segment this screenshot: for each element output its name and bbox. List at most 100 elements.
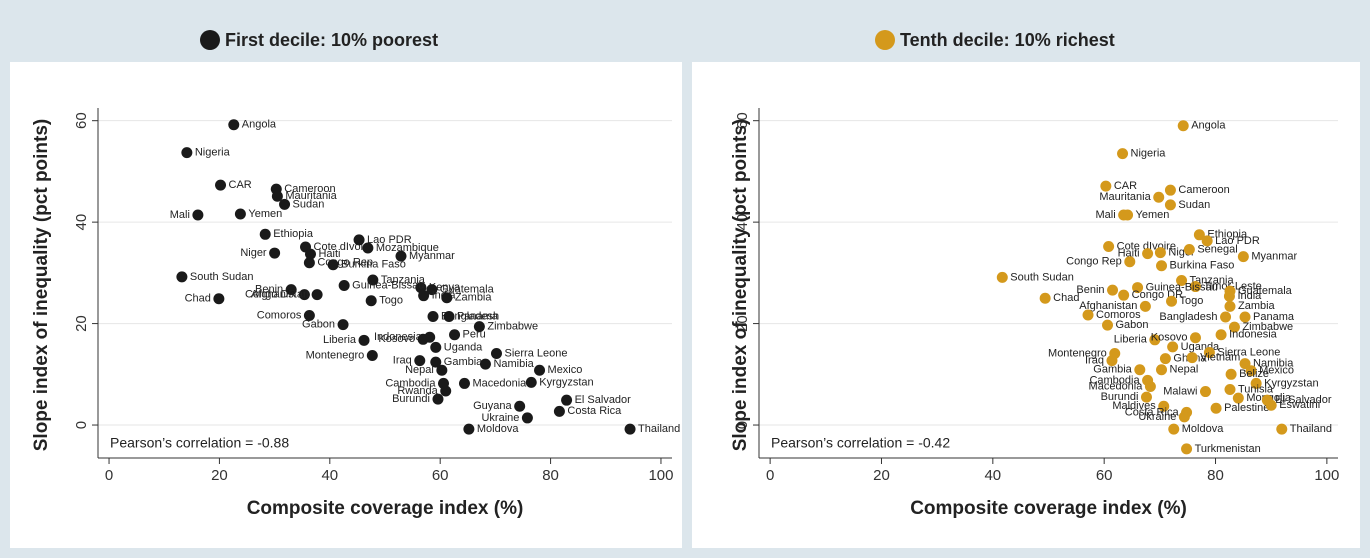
point <box>181 147 193 159</box>
point <box>1149 334 1161 346</box>
point-label: Eswatini <box>1279 399 1320 411</box>
point-label: Macedonia <box>1089 380 1144 392</box>
point <box>1186 352 1198 364</box>
point-label: Thailand <box>638 423 680 435</box>
point-label: Tunisia <box>1238 383 1274 395</box>
point-label: Namibia <box>493 358 534 370</box>
point <box>1215 329 1227 341</box>
point <box>327 259 339 271</box>
point-label: Tanzania <box>381 274 426 286</box>
point-label: Nepal <box>1170 364 1199 376</box>
point <box>1122 209 1134 221</box>
x-tick-label: 20 <box>211 467 228 484</box>
point-label: Cameroon <box>1178 184 1229 196</box>
point <box>353 234 365 246</box>
point-label: Burkina Faso <box>341 259 406 271</box>
point <box>1107 284 1119 296</box>
point <box>234 208 246 220</box>
point-label: Gabon <box>302 319 335 331</box>
point-label: Benin <box>1076 284 1104 296</box>
point <box>1082 309 1094 321</box>
x-axis-title: Composite coverage index (%) <box>910 498 1187 519</box>
point-label: Yemen <box>248 208 282 220</box>
point <box>367 274 379 286</box>
point-label: Malawi <box>1163 385 1197 397</box>
point-label: Iraq <box>1085 355 1104 367</box>
x-tick-label: 40 <box>984 467 1001 484</box>
point <box>1201 235 1213 247</box>
point-label: Mexico <box>548 364 583 376</box>
point <box>479 358 491 370</box>
point-label: Panama <box>1253 311 1295 323</box>
point <box>1158 400 1170 412</box>
point <box>228 119 240 131</box>
point-label: Mauritania <box>285 190 337 202</box>
point <box>432 393 444 405</box>
point <box>1103 240 1115 252</box>
point-label: Ukraine <box>1138 411 1176 423</box>
point <box>553 405 565 417</box>
point-label: Angola <box>1191 120 1226 132</box>
point-label: Nepal <box>405 364 434 376</box>
point-label: Comoros <box>257 309 302 321</box>
point <box>279 198 291 210</box>
point <box>362 242 374 254</box>
point <box>463 423 475 435</box>
y-tick-label: 60 <box>73 112 90 129</box>
point <box>473 321 485 333</box>
point <box>1189 332 1201 344</box>
point <box>1168 423 1180 435</box>
point-label: South Sudan <box>190 271 254 283</box>
point <box>298 289 310 301</box>
annotation: Pearson’s correlation = -0.42 <box>771 435 950 451</box>
point-label: Ukraine <box>481 412 519 424</box>
point <box>430 341 442 353</box>
point <box>271 190 283 202</box>
point <box>430 356 442 368</box>
point <box>1210 402 1222 414</box>
point <box>1189 281 1201 293</box>
point <box>395 250 407 262</box>
point <box>337 319 349 331</box>
point-label: Costa Rica <box>567 405 622 417</box>
point <box>436 364 448 376</box>
x-tick-label: 60 <box>432 467 449 484</box>
point-label: Sierra Leone <box>504 347 567 359</box>
point-label: Myanmar <box>409 250 455 262</box>
point-label: Nigeria <box>1131 148 1167 160</box>
point <box>440 385 452 397</box>
point <box>427 310 439 322</box>
x-tick-label: 100 <box>648 467 673 484</box>
x-tick-label: 60 <box>1096 467 1113 484</box>
point-label: Liberia <box>1114 334 1148 346</box>
point-label: Haiti <box>1118 247 1140 259</box>
point-label: South Sudan <box>1010 271 1074 283</box>
y-axis-title: Slope index of inequality (pct points) <box>31 119 52 452</box>
point-label: Mozambique <box>376 242 439 254</box>
point <box>269 247 281 259</box>
point-label: El Salvador <box>1275 394 1332 406</box>
point <box>1106 355 1118 367</box>
x-axis-title: Composite coverage index (%) <box>247 498 524 519</box>
point <box>1245 365 1257 377</box>
point <box>1156 364 1168 376</box>
point-label: Gambia <box>1093 364 1132 376</box>
point-label: Indonesia <box>374 331 423 343</box>
point <box>418 290 430 302</box>
point <box>521 412 533 424</box>
point <box>1164 199 1176 211</box>
point-label: Haiti <box>318 248 340 260</box>
point-label: Burkina Faso <box>1170 260 1235 272</box>
point <box>1178 411 1190 423</box>
point-label: Bangladesh <box>441 310 499 322</box>
point-label: CAR <box>1114 180 1137 192</box>
y-tick-label: 40 <box>73 214 90 231</box>
point <box>1164 184 1176 196</box>
point <box>1228 321 1240 333</box>
point-label: Palestine <box>1224 402 1269 414</box>
point <box>1159 353 1171 365</box>
y-tick-label: 0 <box>734 421 751 429</box>
point <box>996 271 1008 283</box>
y-axis-title: Slope index of inequality (pct points) <box>730 119 751 452</box>
point <box>1177 120 1189 132</box>
